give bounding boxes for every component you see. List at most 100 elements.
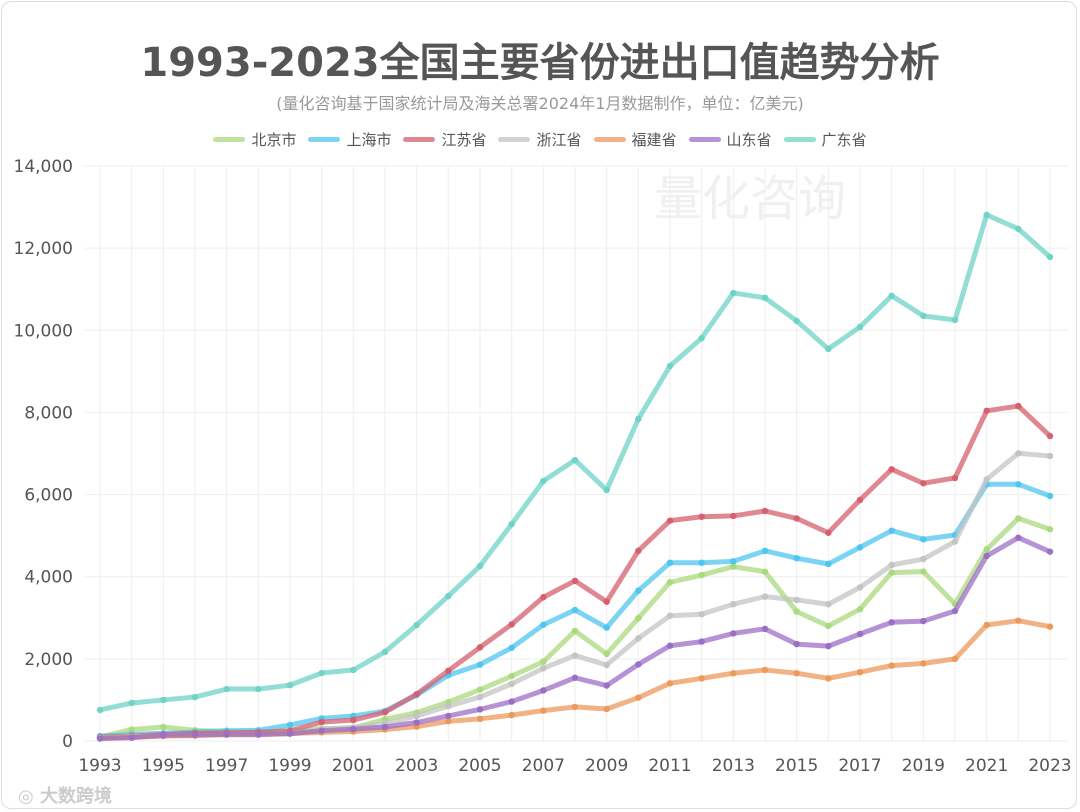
- data-point: [1046, 623, 1054, 630]
- data-point: [825, 622, 832, 630]
- legend-item[interactable]: 山东省: [688, 129, 772, 150]
- data-point: [603, 598, 610, 605]
- data-point: [603, 650, 610, 658]
- data-point: [856, 323, 864, 331]
- data-point: [540, 658, 547, 665]
- legend-item[interactable]: 浙江省: [498, 129, 582, 150]
- data-point: [540, 621, 547, 628]
- data-point: [318, 727, 325, 734]
- data-point: [666, 559, 674, 566]
- data-point: [635, 635, 642, 642]
- data-point: [793, 608, 800, 615]
- x-tick-label: 1999: [268, 756, 311, 776]
- x-tick-label: 2015: [775, 756, 818, 776]
- logo: ◎ 大数跨境: [18, 786, 112, 807]
- data-point: [540, 687, 547, 694]
- data-point: [1046, 548, 1054, 555]
- legend-swatch: [308, 137, 341, 142]
- data-point: [793, 670, 800, 677]
- data-point: [445, 718, 452, 725]
- data-point: [888, 527, 895, 534]
- data-point: [698, 675, 705, 682]
- data-point: [666, 517, 674, 524]
- data-point: [445, 702, 452, 710]
- legend-item[interactable]: 上海市: [308, 129, 391, 150]
- data-point: [255, 731, 262, 738]
- data-point: [825, 345, 832, 353]
- legend-swatch: [783, 137, 816, 142]
- legend-swatch: [688, 137, 721, 142]
- data-point: [508, 680, 515, 688]
- y-tick-label: 6,000: [24, 486, 73, 506]
- x-tick-label: 2007: [522, 756, 565, 776]
- data-point: [698, 638, 705, 645]
- data-point: [761, 625, 769, 633]
- data-point: [888, 466, 895, 473]
- y-tick-label: 12,000: [14, 239, 73, 259]
- data-point: [413, 690, 420, 698]
- legend-item[interactable]: 福建省: [593, 129, 677, 150]
- data-point: [983, 211, 990, 219]
- data-point: [603, 682, 610, 689]
- data-point: [96, 735, 104, 742]
- y-tick-label: 10,000: [14, 321, 73, 341]
- data-point: [856, 605, 864, 613]
- data-point: [223, 731, 230, 738]
- data-point: [1046, 452, 1054, 460]
- data-point: [793, 596, 800, 604]
- data-point: [1015, 481, 1022, 488]
- data-point: [318, 718, 325, 726]
- data-point: [635, 587, 642, 594]
- data-point: [508, 520, 515, 528]
- y-tick-label: 14,000: [14, 157, 73, 177]
- data-point: [920, 555, 927, 563]
- data-point: [1046, 492, 1054, 500]
- data-point: [983, 476, 990, 483]
- data-point: [1015, 450, 1022, 457]
- data-point: [635, 694, 642, 701]
- data-point: [730, 558, 737, 565]
- data-point: [445, 667, 452, 674]
- data-point: [730, 512, 737, 520]
- data-point: [856, 669, 864, 676]
- data-point: [476, 693, 484, 701]
- data-point: [350, 725, 357, 733]
- x-tick-label: 2021: [965, 756, 1008, 776]
- data-point: [445, 712, 452, 720]
- data-point: [730, 630, 737, 637]
- data-point: [983, 546, 990, 553]
- data-point: [698, 334, 705, 342]
- data-point: [888, 662, 895, 669]
- legend-label: 上海市: [346, 131, 392, 149]
- legend-item[interactable]: 江苏省: [403, 129, 486, 150]
- data-point: [508, 644, 515, 651]
- data-point: [571, 674, 579, 681]
- data-point: [413, 712, 420, 720]
- legend-item[interactable]: 广东省: [783, 129, 867, 150]
- data-point: [666, 362, 674, 370]
- data-point: [286, 730, 294, 737]
- data-point: [413, 621, 420, 629]
- legend-label: 福建省: [631, 131, 677, 149]
- data-point: [476, 644, 484, 651]
- data-point: [286, 721, 294, 729]
- data-point: [350, 666, 357, 674]
- data-point: [888, 561, 895, 569]
- data-point: [476, 562, 484, 570]
- data-point: [730, 670, 737, 677]
- data-point: [128, 734, 135, 741]
- data-point: [381, 723, 389, 731]
- data-point: [1046, 253, 1054, 261]
- data-point: [761, 568, 769, 575]
- data-point: [508, 672, 515, 680]
- data-point: [920, 568, 927, 575]
- data-point: [571, 652, 579, 659]
- legend-item[interactable]: 北京市: [213, 129, 296, 150]
- data-point: [761, 507, 769, 515]
- data-point: [508, 711, 515, 719]
- x-tick-label: 2017: [838, 756, 881, 776]
- data-point: [666, 579, 674, 586]
- data-point: [951, 607, 959, 615]
- data-point: [476, 686, 484, 693]
- x-tick-label: 2009: [585, 756, 628, 776]
